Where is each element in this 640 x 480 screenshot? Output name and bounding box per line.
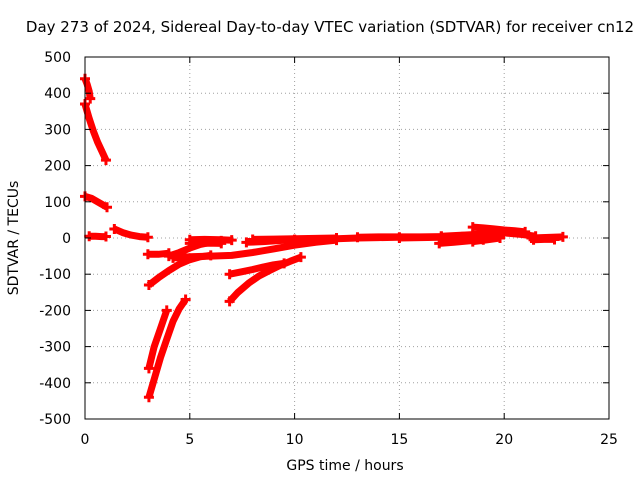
- series-point-arc-27: [549, 234, 560, 245]
- series-point-arc-21: [434, 238, 445, 249]
- y-tick-label: 100: [44, 195, 71, 211]
- y-tick-label: -100: [39, 267, 71, 283]
- series-line-arc-24: [472, 229, 537, 240]
- x-tick-label: 20: [495, 432, 513, 448]
- x-tick-label: 10: [286, 432, 304, 448]
- series-point-arc-4: [100, 231, 111, 242]
- series-point-arc-15: [224, 296, 235, 307]
- x-axis-label: GPS time / hours: [286, 458, 403, 474]
- series-point-arc-11: [168, 252, 179, 263]
- y-tick-label: -300: [39, 340, 71, 356]
- series-line-arc-2: [81, 103, 110, 162]
- series-point-arc-9: [143, 392, 154, 403]
- series-point-arc-2: [100, 155, 111, 166]
- series-point-arc-8: [161, 305, 172, 316]
- series-point-arc-13: [184, 238, 195, 249]
- x-tick-label: 15: [390, 432, 408, 448]
- chart-title: Day 273 of 2024, Sidereal Day-to-day VTE…: [26, 18, 634, 36]
- series-line-arc-12: [189, 235, 232, 244]
- series-point-arc-22: [436, 231, 447, 242]
- series-line-arc-11: [172, 236, 337, 262]
- data-series: [80, 73, 568, 403]
- series-point-arc-7: [143, 280, 154, 291]
- series-point-arc-1: [85, 93, 96, 104]
- series-point-arc-18: [289, 234, 300, 245]
- series-line-arc-15: [227, 253, 303, 304]
- y-tick-label: 300: [44, 122, 71, 138]
- y-tick-label: 0: [62, 231, 71, 247]
- series-point-arc-4: [84, 231, 95, 242]
- series-point-arc-13: [216, 238, 227, 249]
- y-tick-label: 200: [44, 159, 71, 175]
- series-point-arc-3: [102, 202, 113, 213]
- series-point-arc-5: [109, 223, 120, 234]
- series-point-arc-25: [467, 236, 478, 247]
- series-line-arc-5: [112, 225, 149, 241]
- series-point-arc-26: [557, 231, 568, 242]
- series-point-arc-14: [224, 269, 235, 280]
- series-point-arc-9: [180, 294, 191, 305]
- series-line-arc-9: [145, 297, 189, 399]
- x-tick-label: 5: [185, 432, 194, 448]
- series-point-arc-27: [528, 234, 539, 245]
- x-tick-label: 0: [81, 432, 90, 448]
- series-point-arc-8: [143, 363, 154, 374]
- x-tick-label: 25: [600, 432, 618, 448]
- series-point-arc-15: [295, 252, 306, 263]
- series-line-arc-8: [145, 309, 171, 370]
- y-tick-label: -500: [39, 412, 71, 428]
- series-point-arc-25: [495, 233, 506, 243]
- axis-ticks: 0 5 10 15 20 25 -500 -400 -300 -200 -100 0 100 200 300…: [39, 50, 618, 448]
- y-tick-label: -400: [39, 376, 71, 392]
- series-point-arc-19: [352, 232, 363, 243]
- y-axis-label: SDTVAR / TECUs: [6, 181, 22, 296]
- series-point-arc-20: [394, 233, 405, 243]
- y-tick-label: -200: [39, 303, 71, 319]
- y-tick-label: 400: [44, 86, 71, 102]
- series-point-arc-5: [142, 232, 153, 243]
- y-tick-label: 500: [44, 50, 71, 66]
- series-point-arc-12: [226, 235, 237, 246]
- series-point-arc-6: [142, 249, 153, 260]
- series-point-arc-17: [247, 234, 258, 245]
- series-point-arc-16: [241, 237, 252, 248]
